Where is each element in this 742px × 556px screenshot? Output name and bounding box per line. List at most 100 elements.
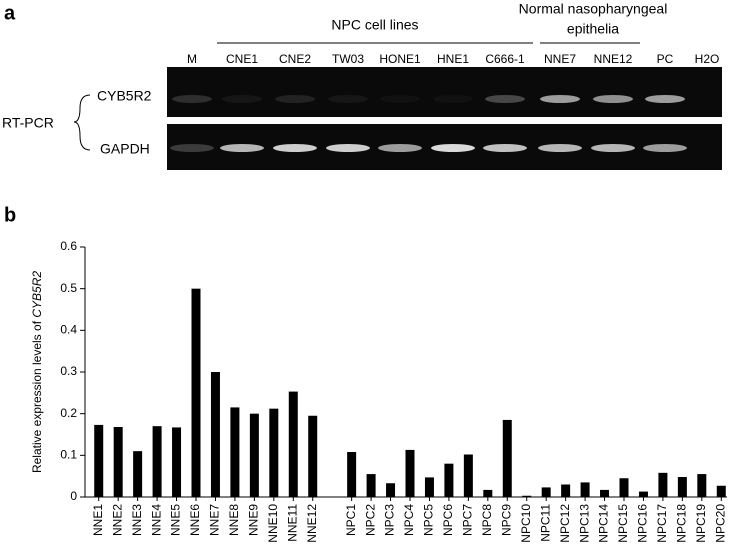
bar [619,478,629,497]
y-axis-label: Relative expression levels of CYB5R2 [30,271,44,473]
x-tick-label: NPC18 [675,504,689,543]
band [172,95,212,103]
y-tick-label: 0.6 [60,239,77,253]
x-tick-label: NPC12 [558,504,572,543]
bar [483,489,493,497]
bar [308,415,318,497]
band [380,95,420,103]
lane-label: C666-1 [485,52,525,66]
x-tick-label: NNE7 [208,504,222,536]
x-tick-label: NNE11 [285,504,299,542]
bar [230,407,240,497]
lane-label: TW03 [332,52,364,66]
bar [424,477,434,497]
x-tick-label: NNE5 [169,504,183,536]
gene-label: GAPDH [100,141,150,157]
x-tick-label: NPC17 [655,504,669,543]
band [170,144,214,152]
bar [561,484,571,497]
y-tick-label: 0.3 [60,364,77,378]
x-tick-label: NNE12 [305,504,319,543]
band [273,144,317,152]
y-tick-label: 0.2 [60,406,77,420]
bar [658,472,668,497]
lane-label: PC [657,52,674,66]
band [591,144,635,152]
bar [269,408,279,497]
x-tick-label: NPC2 [363,504,377,536]
lane-label: CNE2 [279,52,311,66]
y-tick-label: 0.1 [60,448,77,462]
x-tick-label: NNE9 [247,504,261,536]
x-tick-label: NPC1 [344,504,358,536]
gel-row [167,67,722,117]
bar [716,485,726,497]
band [275,95,315,103]
band [483,144,527,152]
band [643,144,687,152]
bar [152,426,162,497]
band [433,95,473,103]
x-tick-label: NPC9 [499,504,513,536]
band [431,144,475,152]
bar [172,427,182,497]
band [328,95,368,103]
bar [249,413,259,497]
bar [638,491,648,497]
lane-label: NNE7 [544,52,576,66]
bar [133,451,143,497]
method-label: RT-PCR [2,115,54,131]
band [485,95,525,103]
bar [366,474,376,497]
x-tick-label: NPC16 [636,504,650,543]
band [538,144,582,152]
bar [288,391,298,497]
lane-label: HONE1 [379,52,421,66]
x-tick-label: NPC7 [461,504,475,536]
band [645,95,685,103]
group-label: NPC cell lines [331,17,418,33]
bar [502,419,512,497]
bar [580,482,590,497]
bar [210,372,220,497]
lane-label: M [187,52,197,66]
band [378,144,422,152]
bar [94,424,104,497]
lane-label: NNE12 [594,52,633,66]
x-tick-label: NNE6 [188,504,202,536]
x-tick-label: NPC6 [441,504,455,536]
x-tick-label: NPC15 [616,504,630,543]
bar [600,489,610,497]
bar [463,454,473,497]
group-label: Normal nasopharyngeal [519,1,668,17]
bar [386,483,396,497]
band [540,95,580,103]
x-tick-label: NNE3 [130,504,144,536]
gene-label: CYB5R2 [97,88,152,104]
lane-label: HNE1 [437,52,469,66]
x-tick-label: NPC13 [577,504,591,543]
x-tick-label: NPC4 [402,504,416,536]
bar [444,463,454,497]
y-tick-label: 0.4 [60,323,77,337]
bar [113,427,123,497]
y-tick-label: 0 [70,489,77,503]
bar [541,487,551,497]
y-tick-label: 0.5 [60,281,77,295]
bar [405,449,415,497]
x-tick-label: NPC14 [597,504,611,543]
band [220,144,264,152]
x-tick-label: NPC3 [383,504,397,536]
x-tick-label: NNE8 [227,504,241,536]
lane-label: H2O [695,52,720,66]
group-label: epithelia [567,21,619,37]
x-tick-label: NNE2 [110,504,124,536]
x-tick-label: NNE1 [91,504,105,536]
x-tick-label: NNE4 [149,504,163,536]
x-tick-label: NPC11 [538,504,552,542]
x-tick-label: NPC20 [713,504,727,543]
x-tick-label: NPC10 [519,504,533,543]
bar [191,288,201,497]
x-tick-label: NPC8 [480,504,494,536]
bar [697,474,707,497]
